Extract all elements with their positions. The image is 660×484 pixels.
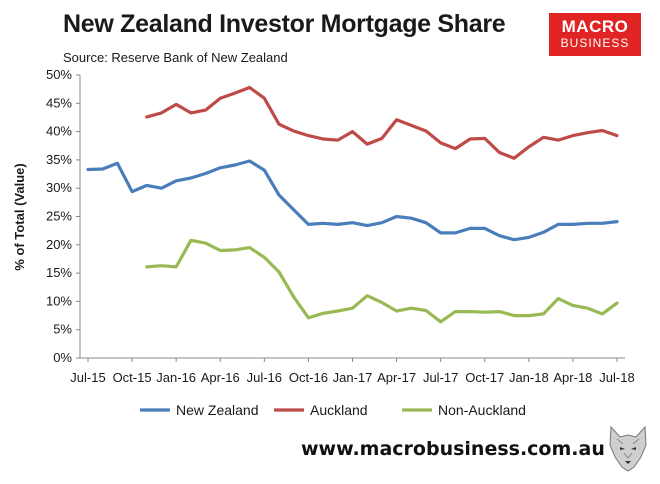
wolf-logo-icon bbox=[609, 425, 647, 472]
series-line-non-auckland bbox=[145, 238, 619, 324]
y-tick-label: 5% bbox=[53, 322, 72, 337]
x-tick-label: Oct-16 bbox=[289, 370, 328, 385]
x-tick-label: Apr-17 bbox=[377, 370, 416, 385]
x-tick-labels: Jul-15 Oct-15 Jan-16 Apr-16 Jul-16 Oct-16 Jan-… bbox=[70, 370, 634, 385]
y-tick-label: 40% bbox=[46, 124, 72, 139]
legend-label-new-zealand: New Zealand bbox=[176, 402, 259, 418]
chart-axes bbox=[76, 74, 625, 362]
y-tick-label: 30% bbox=[46, 180, 72, 195]
x-tick-label: Jan-18 bbox=[509, 370, 549, 385]
macrobusiness-logo[interactable]: MACRO BUSINESS bbox=[549, 13, 641, 56]
logo-line-1: MACRO bbox=[561, 17, 629, 36]
x-tick-label: Jan-16 bbox=[156, 370, 196, 385]
x-tick-label: Jan-17 bbox=[333, 370, 373, 385]
website-url[interactable]: www.macrobusiness.com.au bbox=[301, 438, 605, 460]
chart-legend: New Zealand Auckland Non-Auckland bbox=[140, 402, 526, 418]
x-tick-label: Apr-16 bbox=[201, 370, 240, 385]
x-tick-label: Oct-15 bbox=[113, 370, 152, 385]
y-tick-label: 20% bbox=[46, 237, 72, 252]
x-tick-label: Jul-16 bbox=[247, 370, 282, 385]
chart-subtitle: Source: Reserve Bank of New Zealand bbox=[63, 50, 288, 65]
y-axis-title: % of Total (Value) bbox=[12, 163, 27, 270]
line-chart: 0% 5% 10% 15% 20% 25% 30% 35% 40% 45% 50% Jul-15 Oc… bbox=[12, 67, 635, 418]
y-tick-label: 50% bbox=[46, 67, 72, 82]
x-tick-label: Jul-18 bbox=[599, 370, 634, 385]
y-tick-label: 10% bbox=[46, 293, 72, 308]
y-tick-label: 45% bbox=[46, 95, 72, 110]
series-lines bbox=[86, 85, 619, 324]
x-tick-label: Jul-15 bbox=[70, 370, 105, 385]
y-tick-labels: 0% 5% 10% 15% 20% 25% 30% 35% 40% 45% 50% bbox=[46, 67, 72, 365]
logo-line-2: BUSINESS bbox=[560, 36, 630, 50]
series-line-auckland bbox=[145, 85, 619, 160]
series-line-new-zealand bbox=[86, 159, 619, 242]
chart-title: New Zealand Investor Mortgage Share bbox=[63, 10, 506, 38]
x-tick-label: Oct-17 bbox=[465, 370, 504, 385]
y-tick-label: 0% bbox=[53, 350, 72, 365]
x-tick-label: Jul-17 bbox=[423, 370, 458, 385]
y-tick-label: 15% bbox=[46, 265, 72, 280]
legend-label-non-auckland: Non-Auckland bbox=[438, 402, 526, 418]
y-tick-label: 25% bbox=[46, 209, 72, 224]
x-tick-label: Apr-18 bbox=[553, 370, 592, 385]
legend-label-auckland: Auckland bbox=[310, 402, 368, 418]
y-tick-label: 35% bbox=[46, 152, 72, 167]
